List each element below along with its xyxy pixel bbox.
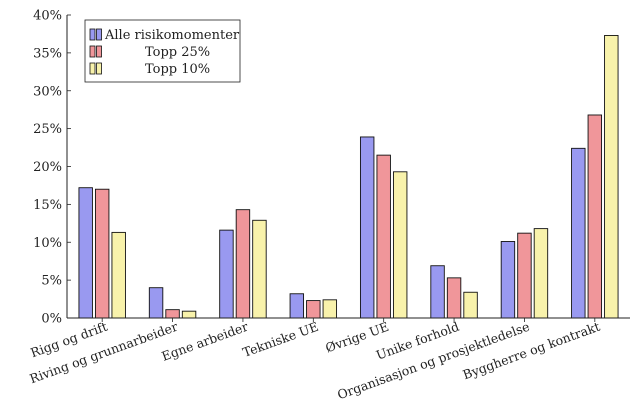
y-tick-label: 15%	[33, 198, 62, 213]
bar-3-6	[463, 291, 478, 319]
y-axis: 0% 5% 10% 15% 20% 25% 30% 35% 40%	[33, 9, 71, 327]
bar-3-3	[252, 219, 267, 319]
y-tick-label: 35%	[33, 46, 62, 61]
y-tick-label: 30%	[33, 84, 62, 99]
legend-swatch	[89, 45, 96, 58]
y-tick-label: 20%	[33, 160, 62, 175]
bar-2-3	[235, 209, 251, 319]
bar-3-2	[181, 310, 197, 319]
legend-swatch	[89, 62, 96, 75]
bar-1-8	[571, 147, 586, 319]
y-tick-label: 40%	[33, 9, 62, 24]
bar-2-8	[587, 114, 603, 319]
bar-1-4	[289, 293, 305, 319]
bar-3-5	[392, 171, 408, 319]
y-tick-label: 0%	[41, 312, 62, 327]
bar-3-4	[322, 299, 338, 319]
bar-1-7	[500, 241, 516, 319]
bar-1-3	[219, 229, 234, 319]
legend-box	[84, 19, 241, 83]
y-tick-label: 10%	[33, 236, 62, 251]
legend-label: Topp 25%	[145, 45, 210, 60]
legend-swatch	[96, 45, 102, 58]
bar-3-8	[604, 35, 619, 319]
bar-3-1	[111, 231, 126, 319]
bar-2-1	[94, 188, 110, 319]
bar-1-5	[359, 136, 375, 319]
legend-swatch	[96, 28, 102, 41]
bar-2-7	[517, 232, 532, 319]
legend-label: Alle risikomomenter	[104, 28, 240, 43]
y-tick-label: 25%	[33, 122, 62, 137]
bars	[78, 35, 619, 319]
legend-swatch	[96, 62, 102, 75]
bar-2-5	[376, 154, 391, 319]
bar-1-1	[78, 187, 93, 319]
x-category-label: Tekniske UE	[241, 319, 321, 360]
legend: Alle risikomomenter Topp 25% Topp 10%	[84, 19, 241, 83]
legend-label: Topp 10%	[145, 62, 210, 77]
y-tick-label: 5%	[41, 274, 62, 289]
bar-2-6	[446, 277, 462, 319]
bar-2-2	[165, 309, 180, 319]
bar-2-4	[306, 300, 321, 319]
bar-3-7	[533, 228, 549, 319]
bar-1-6	[430, 265, 445, 319]
bar-1-2	[148, 287, 164, 319]
legend-swatch	[89, 28, 96, 41]
